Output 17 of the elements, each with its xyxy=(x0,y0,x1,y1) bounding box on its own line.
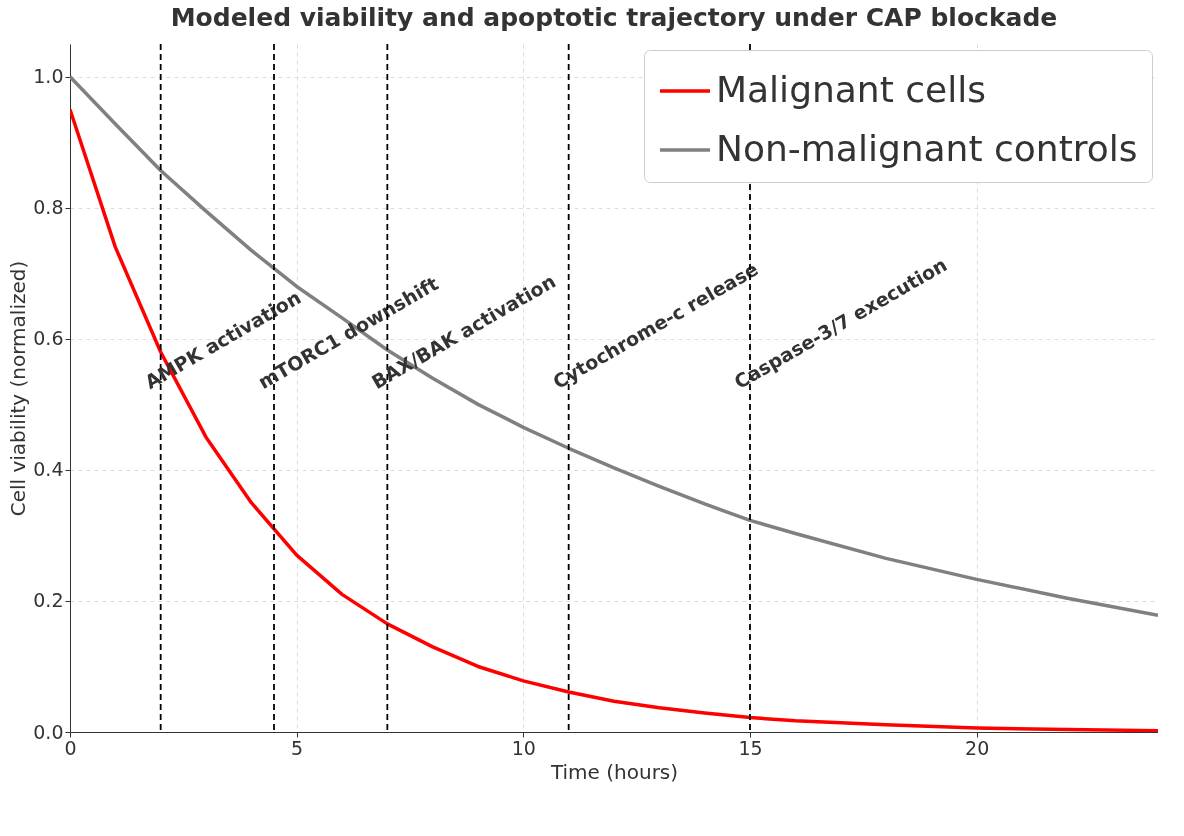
x-tick-label: 15 xyxy=(738,736,763,759)
x-tick-label: 5 xyxy=(291,736,304,759)
x-axis-title: Time (hours) xyxy=(549,759,679,784)
y-tick-label: 0.0 xyxy=(33,720,64,743)
chart-title: Modeled viability and apoptotic trajectory under CAP blockade xyxy=(170,3,1058,33)
legend-label: Malignant cells xyxy=(716,69,986,110)
y-tick-label: 1.0 xyxy=(33,65,64,88)
y-axis-title: Cell viability (normalized) xyxy=(6,260,31,517)
line-series xyxy=(70,75,1158,618)
y-tick-label: 0.2 xyxy=(33,589,64,612)
y-tick-label: 0.8 xyxy=(33,196,64,219)
y-tick-label: 0.4 xyxy=(33,458,64,481)
y-tick-label: 0.6 xyxy=(33,327,64,350)
legend-label: Non-malignant controls xyxy=(716,128,1138,169)
x-tick-label: 0 xyxy=(64,736,77,759)
x-tick-label: 10 xyxy=(511,736,536,759)
x-tick-label: 20 xyxy=(965,736,990,759)
